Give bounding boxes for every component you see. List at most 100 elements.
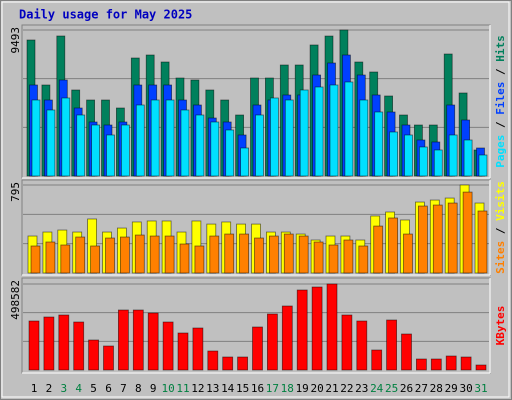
- bar: [30, 245, 41, 274]
- bar: [254, 237, 264, 274]
- legend-entry: KBytes: [494, 306, 507, 346]
- x-tick-label: 28: [430, 382, 443, 395]
- bar: [165, 99, 175, 177]
- bar: [239, 233, 250, 274]
- bar: [224, 233, 235, 274]
- bar: [477, 210, 488, 274]
- x-tick-label: 4: [75, 382, 82, 395]
- bar: [371, 349, 383, 371]
- bar: [120, 236, 130, 274]
- x-tick-label: 24: [370, 382, 384, 395]
- bar: [240, 147, 250, 177]
- bar: [132, 309, 144, 371]
- x-tick-label: 9: [150, 382, 157, 395]
- bar: [150, 99, 160, 177]
- bar: [195, 114, 205, 177]
- bar: [73, 321, 85, 371]
- bar: [266, 313, 278, 371]
- bar: [209, 235, 220, 274]
- bar: [147, 312, 159, 371]
- bar: [88, 339, 99, 371]
- bar: [386, 319, 398, 371]
- bar: [358, 245, 369, 274]
- bar: [177, 332, 189, 371]
- bar: [388, 217, 399, 274]
- bar: [445, 355, 457, 371]
- bar: [359, 99, 369, 177]
- legend-entry: Visits: [494, 181, 507, 221]
- bar: [225, 129, 235, 177]
- x-tick-label: 12: [191, 382, 204, 395]
- y-tick-label: 795: [9, 182, 22, 202]
- bar: [61, 97, 71, 177]
- bar: [106, 134, 115, 177]
- bar: [356, 320, 368, 371]
- bar: [299, 89, 309, 177]
- bar: [135, 104, 145, 177]
- bar: [179, 243, 190, 274]
- x-tick-label: 21: [325, 382, 338, 395]
- legend-entry: Sites: [494, 241, 507, 274]
- x-tick-label: 17: [266, 382, 279, 395]
- bar: [389, 131, 399, 177]
- bar: [433, 149, 443, 177]
- bar: [460, 356, 472, 371]
- x-tick-label: 26: [400, 382, 413, 395]
- bar: [180, 109, 190, 177]
- legend-separator: /: [494, 221, 507, 241]
- bar: [447, 202, 458, 274]
- x-tick-label: 16: [251, 382, 264, 395]
- bar: [341, 314, 353, 371]
- bar: [164, 235, 175, 274]
- x-tick-label: 22: [340, 382, 353, 395]
- bar: [76, 114, 86, 177]
- bar: [311, 286, 323, 371]
- bar: [192, 327, 204, 371]
- x-tick-label: 18: [281, 382, 294, 395]
- x-tick-label: 25: [385, 382, 398, 395]
- bar: [432, 204, 443, 274]
- legend-entry: Hits: [494, 35, 507, 62]
- bar: [31, 99, 41, 177]
- bar: [298, 235, 309, 274]
- bar: [194, 245, 205, 274]
- x-tick-label: 8: [135, 382, 142, 395]
- bar: [283, 233, 294, 274]
- bar: [149, 235, 160, 274]
- bar: [403, 233, 413, 274]
- y-tick-label: 498582: [9, 280, 22, 320]
- x-tick-label: 7: [120, 382, 127, 395]
- x-tick-label: 13: [206, 382, 219, 395]
- legend-entry: Files: [494, 82, 507, 115]
- x-tick-label: 2: [46, 382, 53, 395]
- legend: KBytes: [494, 306, 507, 346]
- bar: [430, 358, 442, 371]
- bar: [46, 109, 56, 177]
- y-tick-label: 9493: [9, 27, 22, 54]
- x-tick-label: 6: [105, 382, 112, 395]
- x-tick-label: 31: [474, 382, 487, 395]
- bar: [134, 234, 145, 274]
- bar: [58, 314, 70, 371]
- x-tick-label: 30: [459, 382, 472, 395]
- bar: [326, 283, 338, 371]
- bar: [281, 305, 293, 371]
- bar: [314, 86, 324, 177]
- bar: [268, 235, 279, 274]
- legend-separator: /: [494, 115, 507, 135]
- bar: [237, 356, 249, 371]
- bar: [313, 241, 324, 274]
- x-tick-label: 3: [60, 382, 67, 395]
- chart-title: Daily usage for May 2025: [19, 8, 192, 22]
- x-tick-label: 23: [355, 382, 368, 395]
- bar: [207, 350, 219, 371]
- bar: [343, 239, 354, 274]
- x-tick-label: 29: [445, 382, 458, 395]
- bar: [373, 225, 384, 274]
- bar: [269, 97, 279, 177]
- bar: [344, 81, 354, 177]
- legend: Pages / Files / Hits: [494, 35, 507, 168]
- bar: [75, 236, 86, 274]
